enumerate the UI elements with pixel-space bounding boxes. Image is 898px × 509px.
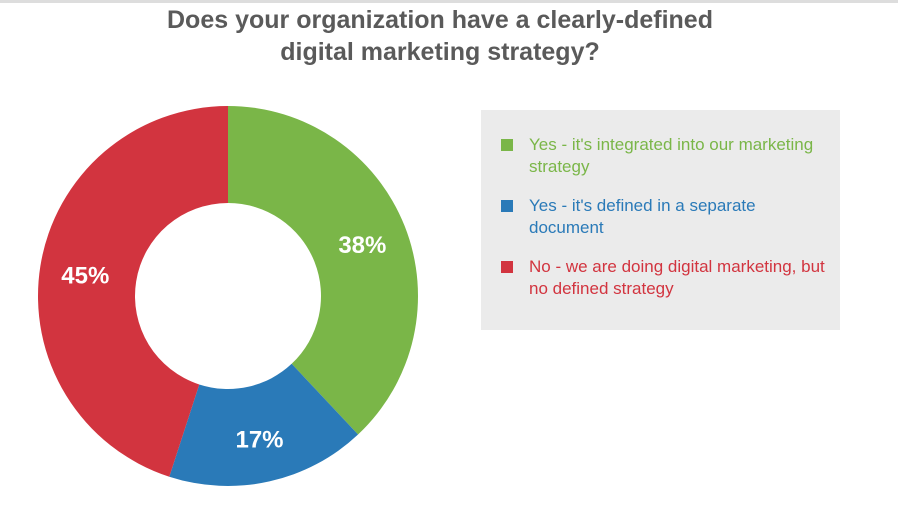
legend-marker	[501, 261, 513, 273]
donut-slice	[228, 106, 418, 435]
legend-label: No - we are doing digital marketing, but…	[529, 257, 825, 298]
legend: Yes - it's integrated into our marketing…	[481, 110, 840, 330]
legend-marker	[501, 200, 513, 212]
legend-item: Yes - it's integrated into our marketing…	[501, 134, 828, 178]
legend-marker	[501, 139, 513, 151]
chart-title: Does your organization have a clearly-de…	[167, 6, 713, 66]
legend-item: No - we are doing digital marketing, but…	[501, 256, 828, 300]
value-label: 45%	[61, 263, 109, 290]
legend-label: Yes - it's integrated into our marketing…	[529, 135, 814, 176]
value-label: 38%	[338, 232, 386, 259]
legend-item: Yes - it's defined in a separate documen…	[501, 195, 828, 239]
top-border	[0, 0, 898, 3]
donut-slice	[169, 363, 359, 486]
legend-label: Yes - it's defined in a separate documen…	[529, 196, 756, 237]
value-label: 17%	[235, 426, 283, 453]
donut-slice	[37, 106, 228, 477]
